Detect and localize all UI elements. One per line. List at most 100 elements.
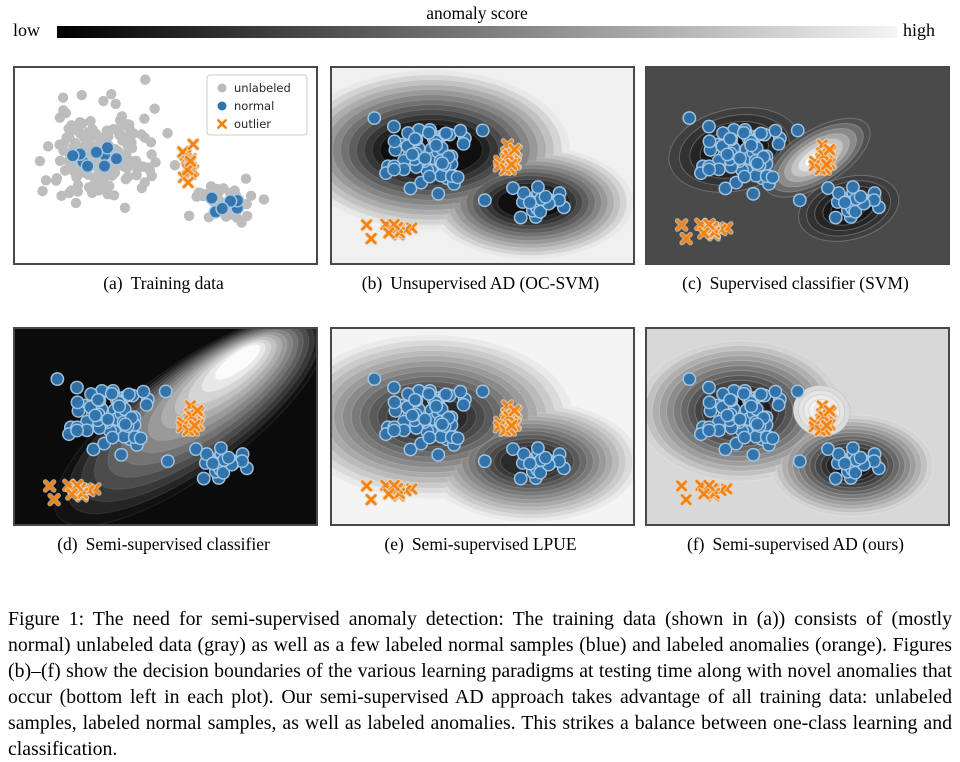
blue-data-point bbox=[538, 189, 553, 204]
blue-data-point bbox=[136, 384, 151, 399]
blue-data-point bbox=[109, 151, 124, 166]
blue-data-point bbox=[386, 380, 401, 395]
blue-data-point bbox=[105, 430, 120, 445]
blue-data-point bbox=[701, 380, 716, 395]
outlier-point bbox=[823, 143, 836, 156]
blue-data-point bbox=[792, 193, 807, 208]
outlier-point bbox=[821, 419, 833, 432]
gray-data-point bbox=[50, 175, 62, 186]
outlier-legend-marker bbox=[217, 119, 227, 129]
blue-data-point bbox=[70, 423, 85, 438]
gray-data-point bbox=[132, 163, 143, 175]
gray-data-point bbox=[122, 171, 134, 183]
gray-data-point bbox=[183, 210, 195, 222]
blue-data-point bbox=[732, 412, 747, 427]
gray-data-point bbox=[86, 187, 98, 199]
gray-data-point bbox=[110, 98, 121, 110]
blue-data-point bbox=[70, 395, 85, 410]
subcaption-f-text: Semi-supervised AD (ours) bbox=[712, 534, 904, 554]
blue-data-point bbox=[367, 111, 382, 126]
outlier-point bbox=[184, 155, 197, 167]
blue-data-point bbox=[522, 456, 537, 471]
blue-data-point bbox=[845, 441, 860, 456]
outlier-point bbox=[383, 488, 395, 500]
gray-data-point bbox=[104, 180, 115, 192]
blue-data-point bbox=[522, 195, 537, 210]
blue-data-point bbox=[746, 447, 761, 462]
blue-data-point bbox=[213, 441, 228, 456]
outlier-point bbox=[361, 480, 373, 492]
blue-data-point bbox=[429, 138, 444, 153]
gray-data-point bbox=[139, 113, 150, 124]
blue-data-point bbox=[702, 134, 717, 149]
gray-data-point bbox=[40, 175, 52, 186]
blue-data-point bbox=[750, 156, 765, 171]
blue-data-point bbox=[431, 447, 446, 462]
outlier-point bbox=[508, 404, 521, 417]
blue-data-point bbox=[439, 126, 453, 141]
blue-data-point bbox=[114, 447, 129, 462]
gray-data-point bbox=[145, 137, 157, 148]
legend-box bbox=[206, 74, 308, 136]
blue-data-point bbox=[682, 111, 697, 126]
blue-data-point bbox=[744, 399, 759, 414]
blue-data-point bbox=[736, 386, 751, 401]
subcaption-a-tag: (a) bbox=[103, 273, 123, 293]
blue-data-point bbox=[386, 119, 401, 134]
subcaption-a-text: Training data bbox=[130, 273, 224, 293]
gray-data-point bbox=[150, 157, 161, 168]
blue-data-point bbox=[431, 186, 446, 201]
subcaption-e-tag: (e) bbox=[384, 534, 404, 554]
blue-data-point bbox=[133, 431, 148, 446]
blue-data-point bbox=[80, 159, 95, 174]
blue-data-point bbox=[720, 147, 735, 162]
blue-data-point bbox=[89, 145, 104, 160]
gray-data-point bbox=[85, 116, 96, 127]
blue-data-point bbox=[50, 372, 65, 387]
outlier-point bbox=[676, 219, 688, 231]
blue-data-point bbox=[790, 123, 805, 138]
outlier-point bbox=[506, 419, 518, 432]
blue-data-point bbox=[682, 372, 697, 387]
blue-data-point bbox=[122, 387, 136, 402]
blue-data-point bbox=[750, 417, 765, 432]
blue-data-point bbox=[475, 384, 490, 399]
subcaption-e: (e) Semi-supervised LPUE bbox=[328, 534, 633, 555]
blue-data-point bbox=[456, 136, 471, 151]
blue-data-point bbox=[118, 417, 133, 432]
panel-f-plot bbox=[647, 329, 948, 524]
colorbar-gradient bbox=[57, 26, 897, 38]
gray-data-point bbox=[54, 139, 65, 150]
panel-f bbox=[645, 327, 950, 526]
gray-data-point bbox=[139, 177, 150, 188]
gray-data-point bbox=[54, 155, 66, 167]
blue-data-point bbox=[429, 399, 444, 414]
blue-data-point bbox=[453, 384, 468, 399]
panel-e bbox=[330, 327, 635, 526]
outlier-point bbox=[508, 143, 521, 156]
outlier-point bbox=[365, 233, 377, 245]
outlier-point bbox=[676, 480, 688, 492]
subcaption-c: (c) Supervised classifier (SVM) bbox=[643, 273, 948, 294]
subcaption-a: (a) Training data bbox=[11, 273, 316, 294]
blue-data-point bbox=[403, 181, 418, 196]
blue-data-point bbox=[435, 156, 450, 171]
blue-data-point bbox=[450, 170, 465, 185]
blue-data-point bbox=[853, 450, 868, 465]
blue-data-point bbox=[701, 119, 716, 134]
panel-a-plot: unlabeled normal outlier bbox=[15, 68, 316, 263]
blue-data-point bbox=[736, 125, 751, 140]
blue-data-point bbox=[765, 431, 780, 446]
blue-data-point bbox=[837, 456, 852, 471]
blue-data-point bbox=[408, 131, 422, 146]
subcaption-f: (f) Semi-supervised AD (ours) bbox=[643, 534, 948, 555]
gray-data-point bbox=[245, 190, 257, 202]
blue-data-point bbox=[158, 384, 173, 399]
blue-data-point bbox=[387, 162, 402, 177]
gray-data-point bbox=[71, 171, 82, 183]
blue-data-point bbox=[723, 392, 737, 407]
blue-data-point bbox=[477, 454, 492, 469]
gray-data-point bbox=[169, 159, 181, 171]
colorbar-low-label: low bbox=[13, 20, 40, 40]
outlier-point bbox=[189, 419, 201, 432]
